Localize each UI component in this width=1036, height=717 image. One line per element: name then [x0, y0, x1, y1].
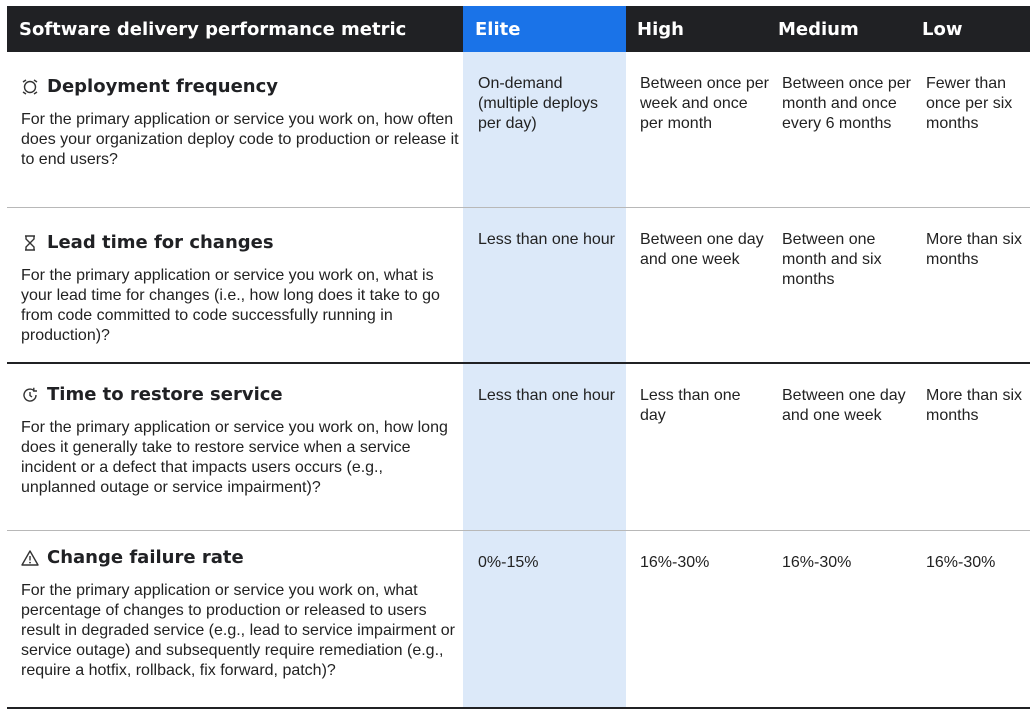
header-low: Low	[922, 19, 963, 40]
deployment-icon	[21, 78, 39, 96]
header-elite: Elite	[463, 6, 626, 52]
elite-value: Less than one hour	[478, 231, 615, 248]
restore-icon	[21, 386, 39, 404]
high-value: Between one day and one week	[640, 231, 764, 268]
medium-value: 16%-30%	[782, 554, 852, 571]
medium-value: Between one day and one week	[782, 387, 906, 424]
high-value: Less than one day	[640, 387, 741, 424]
elite-value: On-demand (multiple deploys per day)	[478, 75, 599, 132]
elite-column-highlight	[463, 52, 626, 709]
metric-title: Deployment frequency	[47, 76, 278, 97]
performance-metrics-table: Software delivery performance metric Eli…	[7, 6, 1030, 709]
elite-value: 0%-15%	[478, 554, 539, 571]
table-bottom-border	[7, 707, 1030, 709]
low-value: More than six months	[926, 387, 1023, 424]
header-metric: Software delivery performance metric	[19, 19, 407, 40]
table-row: Lead time for changes For the primary ap…	[7, 208, 1030, 363]
metric-question: For the primary application or service y…	[21, 111, 459, 168]
metric-question: For the primary application or service y…	[21, 582, 455, 679]
row-divider	[7, 207, 1030, 208]
low-value: More than six months	[926, 231, 1023, 268]
medium-value: Between one month and six months	[782, 231, 882, 288]
metric-heading: Time to restore service	[21, 384, 283, 405]
row-divider	[7, 530, 1030, 531]
header-high: High	[637, 19, 684, 40]
metric-heading: Lead time for changes	[21, 232, 274, 253]
high-value: Between once per week and once per month	[640, 75, 769, 132]
table-row: Deployment frequency For the primary app…	[7, 52, 1030, 208]
high-value: 16%-30%	[640, 554, 710, 571]
table-header: Software delivery performance metric Eli…	[7, 6, 1030, 52]
metric-title: Change failure rate	[47, 547, 244, 568]
low-value: 16%-30%	[926, 554, 996, 571]
elite-value: Less than one hour	[478, 387, 615, 404]
metric-heading: Change failure rate	[21, 547, 244, 568]
metric-title: Time to restore service	[47, 384, 283, 405]
hourglass-icon	[21, 234, 39, 252]
medium-value: Between once per month and once every 6 …	[782, 75, 911, 132]
metric-heading: Deployment frequency	[21, 76, 278, 97]
metric-question: For the primary application or service y…	[21, 267, 440, 344]
table-row: Change failure rate For the primary appl…	[7, 531, 1030, 707]
row-divider	[7, 362, 1030, 364]
header-medium: Medium	[778, 19, 859, 40]
metric-title: Lead time for changes	[47, 232, 274, 253]
metric-question: For the primary application or service y…	[21, 419, 448, 496]
warning-icon	[21, 549, 39, 567]
table-row: Time to restore service For the primary …	[7, 364, 1030, 530]
low-value: Fewer than once per six months	[926, 75, 1013, 132]
